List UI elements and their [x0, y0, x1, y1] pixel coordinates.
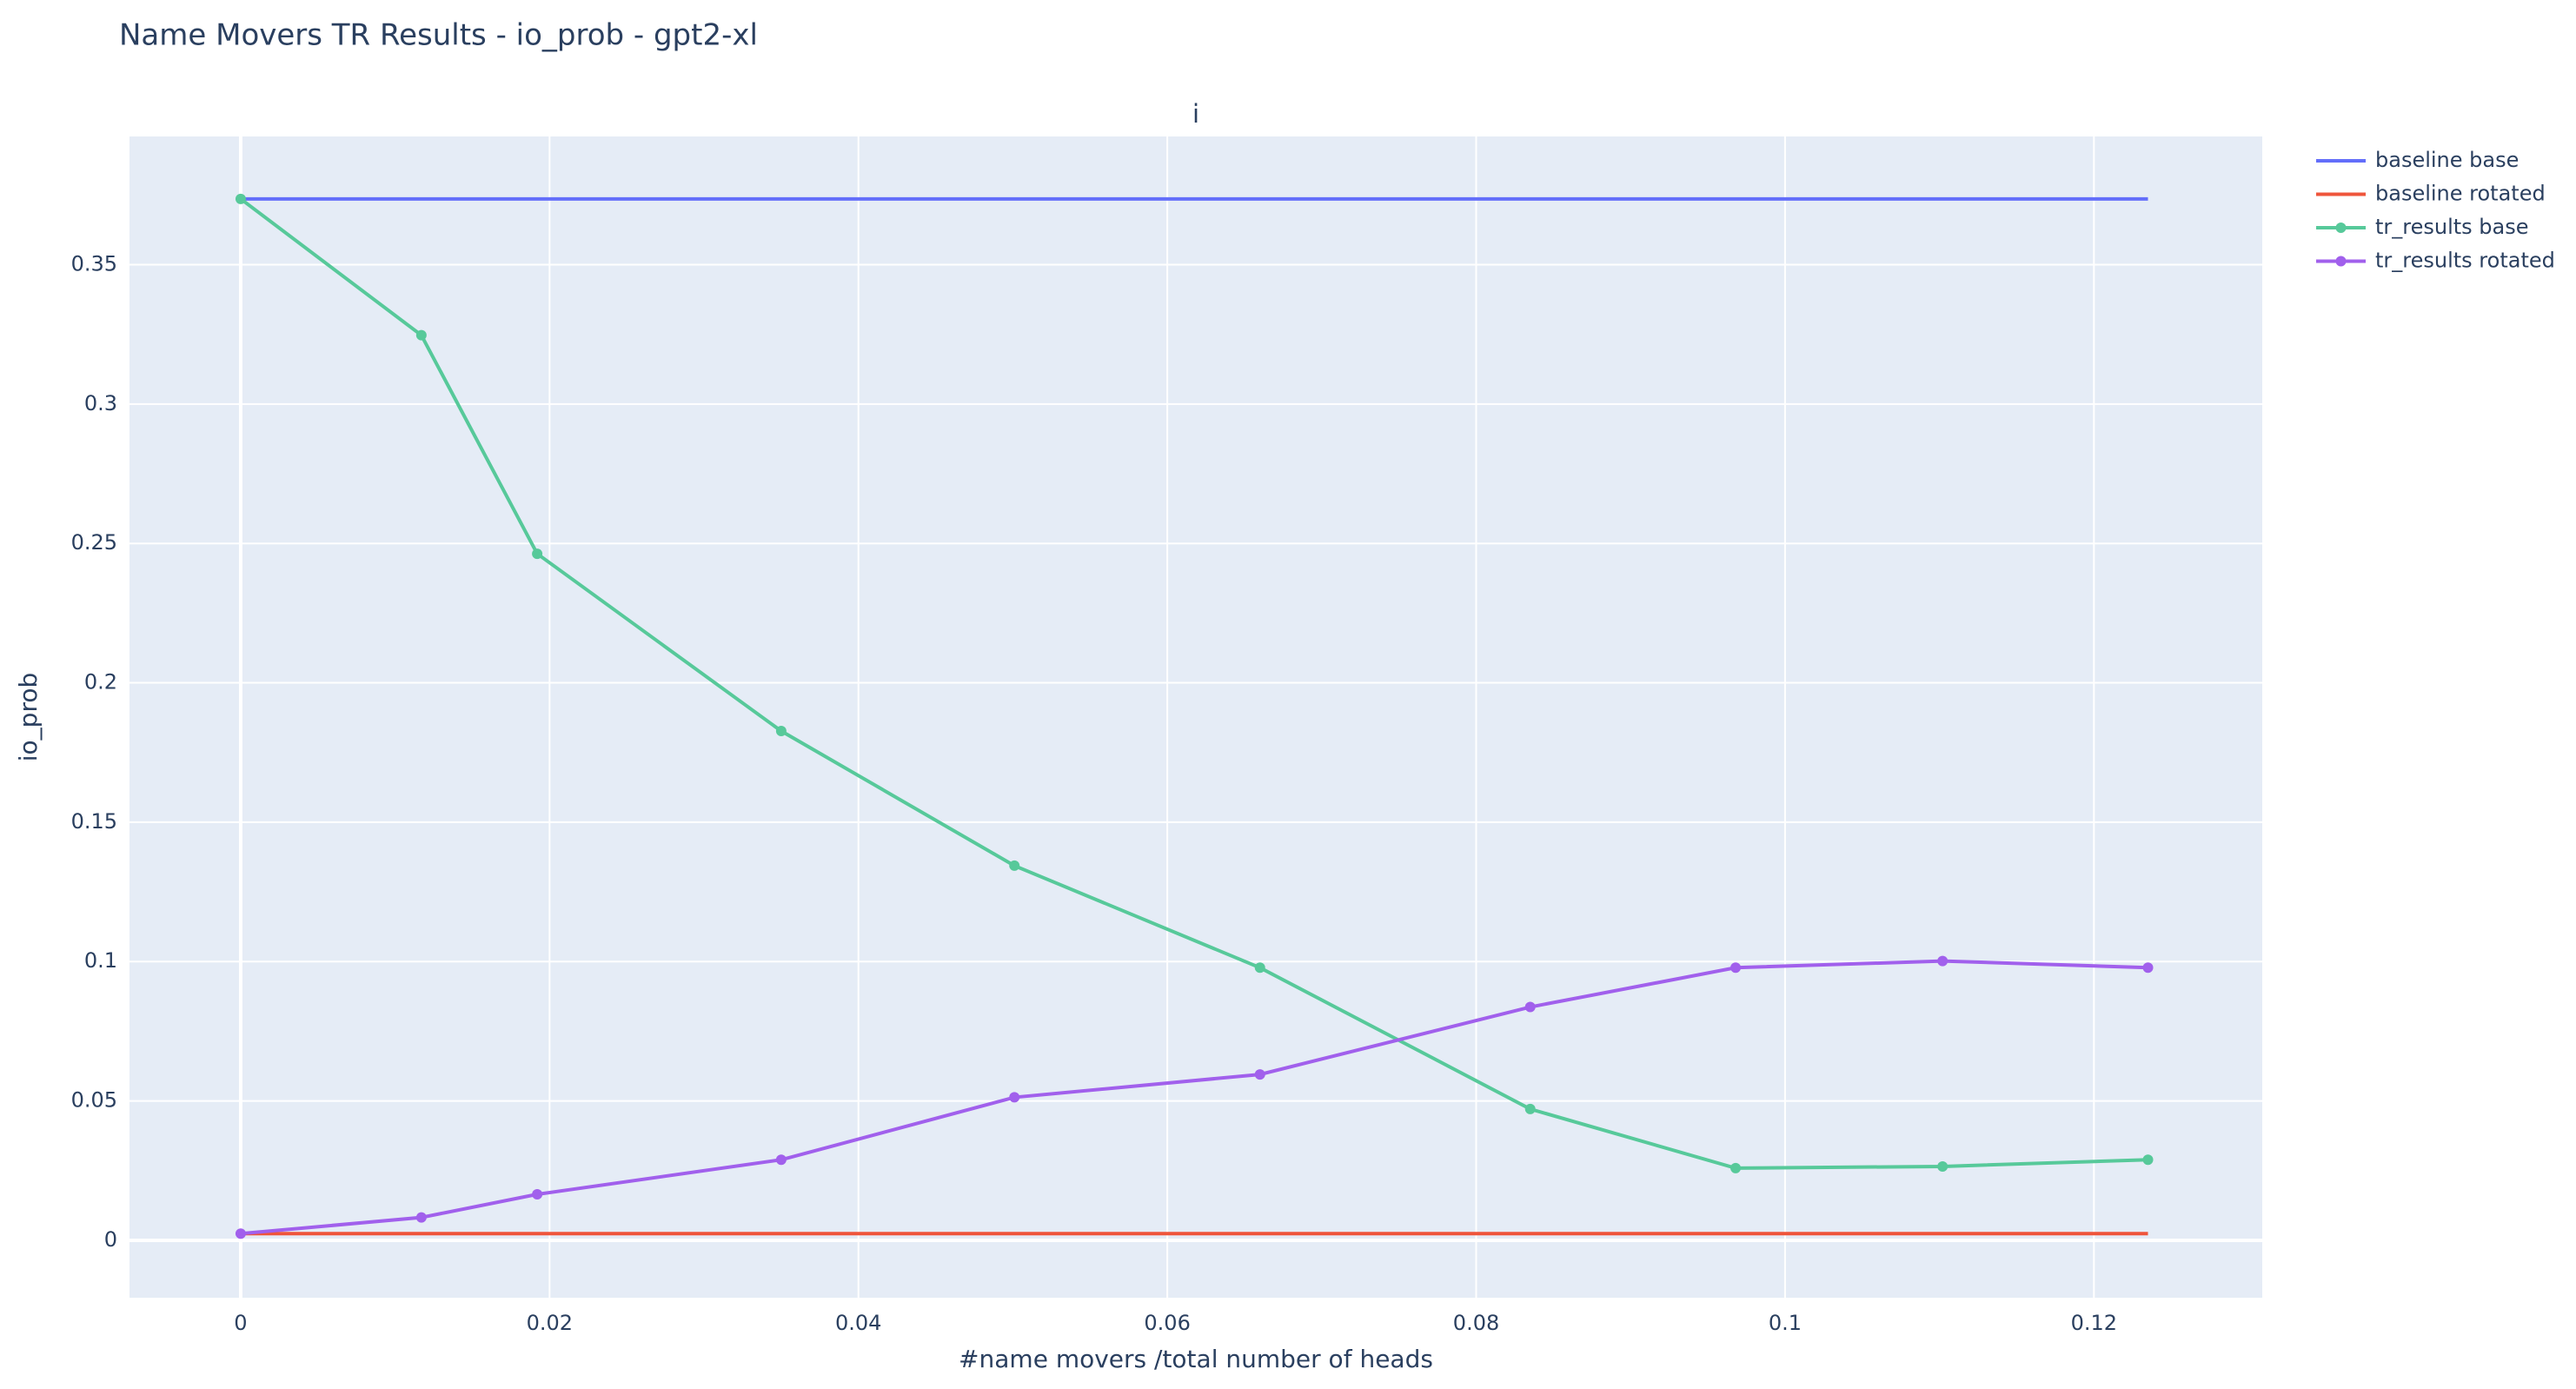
- y-axis-label: io_prob: [14, 673, 43, 761]
- data-point: [1937, 1160, 1949, 1172]
- series-line: [240, 959, 2148, 1236]
- legend-label: baseline base: [2375, 148, 2519, 172]
- marks: [235, 193, 2154, 1239]
- plot-area: [129, 136, 2262, 1298]
- data-point: [2142, 1154, 2154, 1166]
- x-tick-label: 0.02: [527, 1311, 573, 1335]
- series-line: [239, 197, 2148, 1170]
- y-tick-label: 0.35: [71, 252, 117, 276]
- legend: baseline base baseline rotated tr_results …: [2316, 148, 2555, 273]
- y-tick-label: 0.15: [71, 809, 117, 834]
- data-point: [1254, 1069, 1265, 1080]
- data-point: [532, 548, 543, 560]
- data-point: [775, 1154, 787, 1166]
- subplot-title: i: [1192, 99, 1199, 129]
- data-point: [532, 1189, 543, 1200]
- y-tick-label: 0.05: [71, 1088, 117, 1113]
- data-point: [1009, 1092, 1020, 1103]
- data-point: [1254, 962, 1265, 974]
- y-tick-label: 0: [104, 1227, 117, 1252]
- x-tick-label: 0.12: [2071, 1311, 2117, 1335]
- x-axis-label: #name movers /total number of heads: [959, 1345, 1433, 1373]
- x-tick-label: 0.1: [1769, 1311, 1802, 1335]
- legend-label: tr_results rotated: [2375, 249, 2555, 273]
- y-tick-label: 0.2: [84, 670, 117, 694]
- x-tick-label: 0.06: [1144, 1311, 1190, 1335]
- x-tick-label: 0.04: [835, 1311, 881, 1335]
- legend-label: baseline rotated: [2375, 182, 2546, 206]
- data-point: [1524, 1001, 1536, 1013]
- legend-label: tr_results base: [2375, 215, 2529, 239]
- data-point: [415, 1212, 427, 1223]
- y-tick-label: 0.25: [71, 530, 117, 555]
- data-point: [1524, 1103, 1536, 1114]
- data-point: [1009, 860, 1020, 871]
- legend-marker: [2335, 256, 2347, 267]
- y-tick-label: 0.3: [84, 391, 117, 415]
- x-tick-label: 0: [234, 1311, 247, 1335]
- y-tick-label: 0.1: [84, 948, 117, 973]
- data-point: [775, 726, 787, 737]
- data-point: [235, 193, 246, 204]
- x-tick-label: 0.08: [1453, 1311, 1499, 1335]
- data-point: [1730, 962, 1742, 974]
- data-point: [415, 329, 427, 341]
- data-point: [1937, 955, 1949, 967]
- legend-marker: [2335, 223, 2347, 233]
- data-point: [235, 1228, 246, 1239]
- data-point: [2142, 962, 2154, 974]
- chart-title: Name Movers TR Results - io_prob - gpt2-…: [119, 18, 758, 53]
- data-point: [1730, 1162, 1742, 1173]
